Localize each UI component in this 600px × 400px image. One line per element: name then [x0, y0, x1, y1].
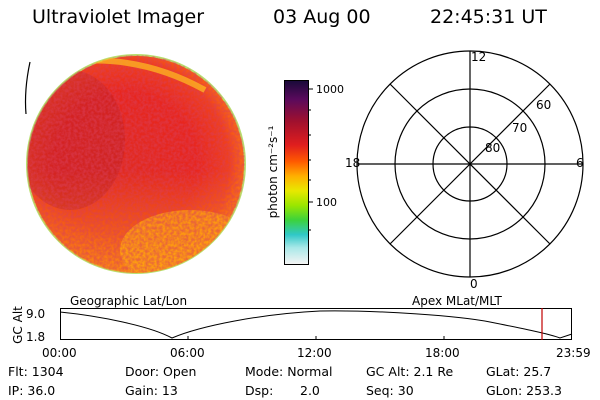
altitude-trace — [60, 310, 573, 339]
mode-value: Mode: Normal — [245, 364, 333, 379]
colorbar-label: photon cm⁻²s⁻¹ — [266, 125, 280, 219]
mlt-label-0: 0 — [470, 277, 478, 290]
colorbar-axis: 1000 100 — [308, 83, 344, 231]
gain-value: Gain: 13 — [125, 383, 178, 398]
x-tick-0600: 06:00 — [170, 346, 205, 360]
polar-grid: 12 18 6 0 60 70 80 — [345, 50, 584, 290]
x-tick-2359: 23:59 — [556, 346, 591, 360]
mlt-label-6: 6 — [576, 156, 584, 170]
mlt-label-12: 12 — [471, 50, 486, 64]
colorbar — [284, 80, 309, 265]
colorbar-tick-1000: 1000 — [316, 83, 344, 96]
x-tick-1800: 18:00 — [425, 346, 460, 360]
lat-label-80: 80 — [485, 141, 500, 155]
dsp-label: Dsp: — [245, 383, 274, 398]
x-tick-1200: 12:00 — [297, 346, 332, 360]
lat-label-60: 60 — [536, 98, 551, 112]
date-label: 03 Aug 00 — [273, 6, 371, 28]
orbit-altitude-plot — [60, 308, 573, 340]
seq-value: Seq: 30 — [366, 383, 414, 398]
door-status: Door: Open — [125, 364, 197, 379]
lat-label-70: 70 — [512, 121, 527, 135]
glon-value: GLon: 253.3 — [486, 383, 562, 398]
mlt-label-18: 18 — [345, 156, 360, 170]
colorbar-tick-100: 100 — [316, 196, 337, 209]
earth-disc — [26, 54, 246, 274]
ip-value: IP: 36.0 — [8, 383, 56, 398]
gc-alt-value: GC Alt: 2.1 Re — [366, 364, 454, 379]
instrument-title: Ultraviolet Imager — [32, 6, 205, 28]
time-label: 22:45:31 UT — [430, 6, 547, 28]
geographic-label: Geographic Lat/Lon — [70, 294, 188, 308]
y-tick-1.8: 1.8 — [26, 330, 46, 344]
glat-value: GLat: 25.7 — [486, 364, 552, 379]
x-tick-0000: 00:00 — [42, 346, 77, 360]
dsp-value: 2.0 — [300, 383, 320, 398]
y-tick-9: 9.0 — [26, 307, 46, 321]
apex-label: Apex MLat/MLT — [412, 294, 502, 308]
limb-arc — [24, 61, 31, 115]
flight-number: Flt: 1304 — [8, 364, 64, 379]
uv-image-panel — [24, 54, 246, 274]
gc-alt-axis-label: GC Alt — [11, 306, 25, 344]
